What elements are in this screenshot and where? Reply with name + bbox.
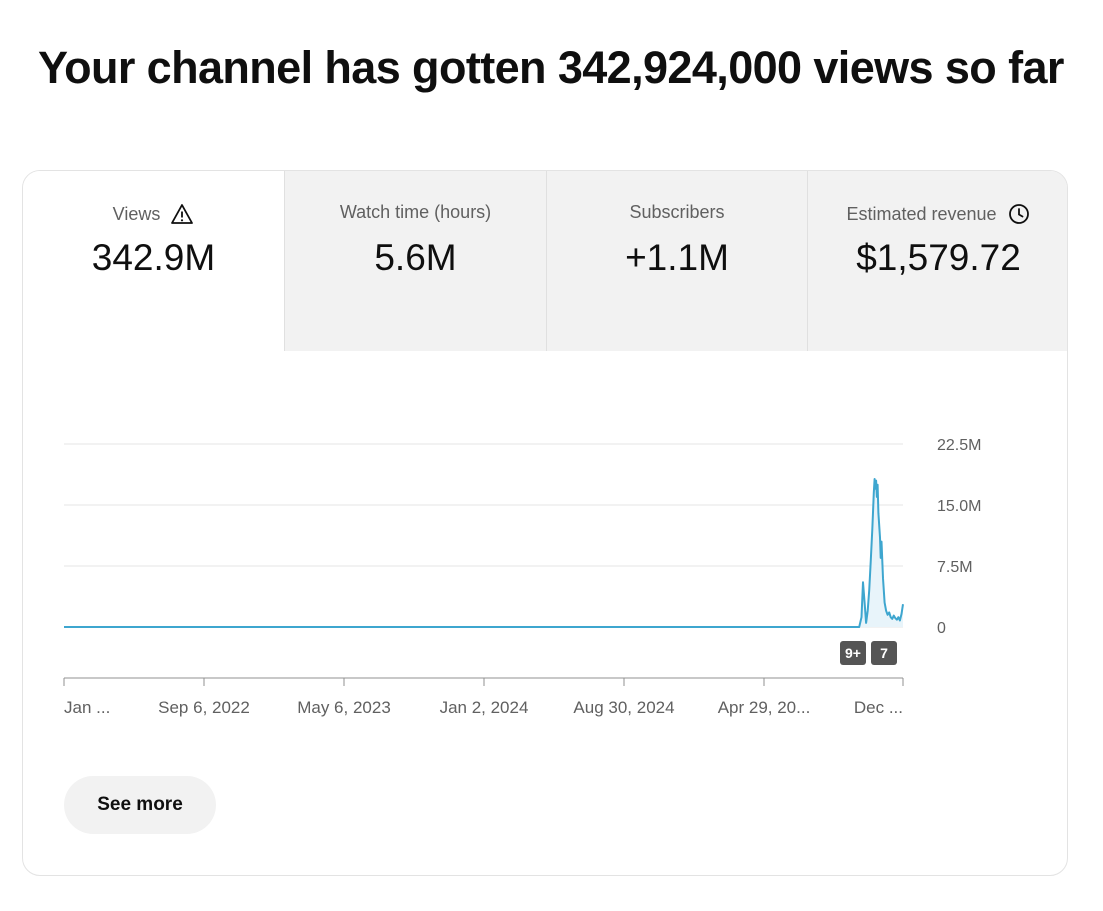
timeline-marker-bg: [871, 641, 897, 665]
views-chart-area: 22.5M 15.0M 7.5M 0 9+ 7 Jan ... Sep 6, 2022 May …: [23, 351, 1067, 771]
y-tick-label: 15.0M: [937, 498, 981, 515]
x-tick-label: Jan 2, 2024: [440, 698, 529, 717]
y-tick-label: 0: [937, 620, 946, 637]
tab-watch-time-value: 5.6M: [374, 237, 457, 278]
see-more-button[interactable]: See more: [64, 776, 216, 834]
timeline-marker-label: 9+: [845, 645, 861, 661]
metric-tabs: Views 342.9M Watch time (hours) 5.6M Sub…: [23, 171, 1067, 351]
page-title: Your channel has gotten 342,924,000 view…: [38, 42, 1064, 93]
timeline-marker-bg: [840, 641, 866, 665]
tab-estimated-revenue-value: $1,579.72: [856, 237, 1021, 278]
x-tick-label: Jan ...: [64, 698, 110, 717]
tab-views-value: 342.9M: [91, 237, 216, 278]
tab-views[interactable]: Views 342.9M: [23, 171, 284, 351]
y-tick-label: 7.5M: [937, 559, 973, 576]
tab-estimated-revenue[interactable]: Estimated revenue $1,579.72: [807, 171, 1067, 351]
views-area-fill: [64, 479, 903, 627]
tab-subscribers-header: Subscribers: [547, 202, 807, 223]
views-series-line: [64, 478, 904, 628]
clock-icon[interactable]: [1007, 202, 1031, 226]
x-tick-label: Apr 29, 20...: [718, 698, 811, 717]
tab-subscribers-value: +1.1M: [625, 237, 729, 278]
tab-subscribers[interactable]: Subscribers +1.1M: [546, 171, 807, 351]
tab-subscribers-label: Subscribers: [629, 202, 725, 222]
channel-analytics-card: Views 342.9M Watch time (hours) 5.6M Sub…: [22, 170, 1068, 876]
warning-icon[interactable]: [170, 202, 194, 226]
tab-watch-time[interactable]: Watch time (hours) 5.6M: [284, 171, 546, 351]
x-tick-label: Dec ...: [854, 698, 903, 717]
x-tick-label: May 6, 2023: [297, 698, 391, 717]
tab-watch-time-header: Watch time (hours): [285, 202, 546, 223]
timeline-marker-label: 7: [880, 645, 888, 661]
x-tick-label: Sep 6, 2022: [158, 698, 250, 717]
tab-views-label: Views: [112, 203, 161, 224]
x-tick-label: Aug 30, 2024: [573, 698, 674, 717]
timeline-marker[interactable]: 7: [871, 641, 897, 665]
tab-views-header: Views: [23, 202, 284, 226]
tab-watch-time-label: Watch time (hours): [339, 202, 492, 222]
tab-estimated-revenue-label: Estimated revenue: [846, 203, 997, 224]
views-line-chart: 22.5M 15.0M 7.5M 0 9+ 7 Jan ... Sep 6, 2022 May …: [63, 437, 981, 717]
tab-estimated-revenue-header: Estimated revenue: [808, 202, 1067, 226]
y-tick-label: 22.5M: [937, 437, 981, 454]
timeline-marker[interactable]: 9+: [840, 641, 866, 665]
